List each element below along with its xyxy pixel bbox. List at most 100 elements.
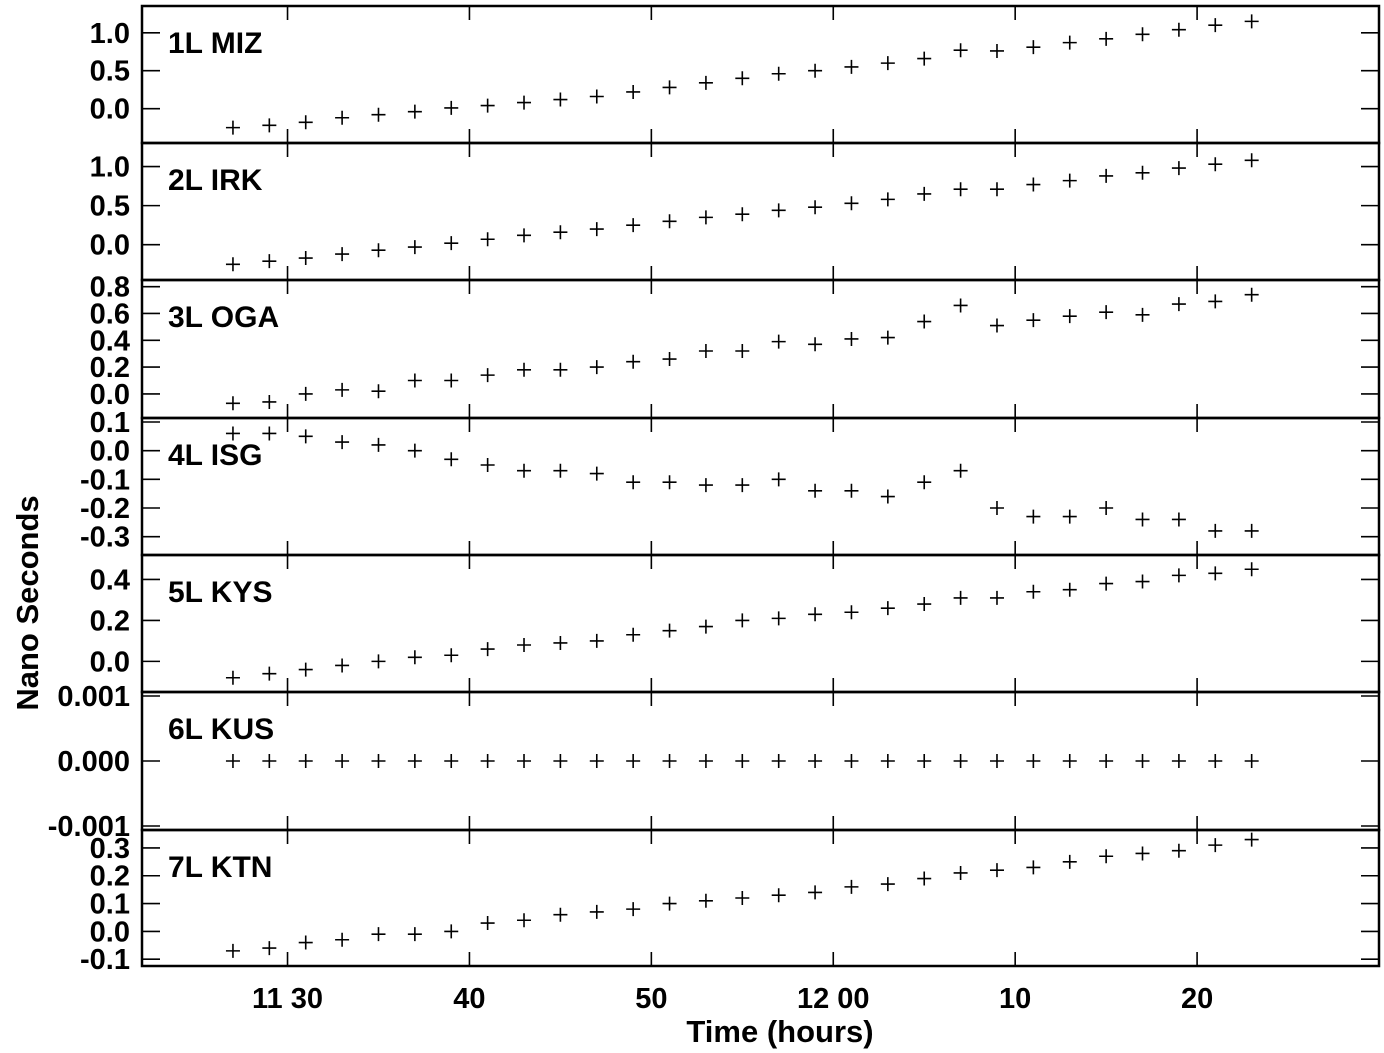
data-point bbox=[553, 92, 568, 107]
data-point bbox=[735, 754, 750, 768]
data-point bbox=[953, 298, 968, 313]
data-point bbox=[735, 207, 750, 222]
data-point bbox=[335, 382, 350, 397]
data-point bbox=[626, 475, 641, 490]
data-point bbox=[298, 429, 313, 444]
panel-2: 0.0 0.5 1.0 2L IRK bbox=[90, 141, 1381, 282]
data-point bbox=[262, 666, 277, 681]
data-point bbox=[953, 182, 968, 197]
data-point bbox=[698, 478, 713, 493]
panel-5: 0.0 0.2 0.4 5L KYS bbox=[90, 553, 1381, 694]
data-point bbox=[1099, 31, 1114, 46]
data-point bbox=[917, 51, 932, 66]
data-point bbox=[371, 243, 386, 258]
y-tick-label: -0.1 bbox=[80, 944, 130, 976]
data-point bbox=[880, 56, 895, 71]
data-point bbox=[1026, 177, 1041, 192]
x-tick-label: 11 30 bbox=[252, 983, 323, 1015]
data-point bbox=[298, 935, 313, 950]
data-point bbox=[1208, 157, 1223, 172]
x-tick-label: 50 bbox=[635, 983, 667, 1015]
panel-frame bbox=[140, 4, 1381, 145]
data-point bbox=[771, 472, 786, 487]
panel-label: 5L KYS bbox=[168, 576, 273, 609]
data-point bbox=[698, 75, 713, 90]
x-tick-label: 10 bbox=[999, 983, 1031, 1015]
data-point bbox=[844, 196, 859, 211]
data-point bbox=[953, 590, 968, 605]
panel-label: 3L OGA bbox=[168, 301, 279, 334]
data-point bbox=[917, 597, 932, 612]
data-point bbox=[298, 386, 313, 401]
y-tick-label: 0.2 bbox=[90, 352, 130, 384]
data-point bbox=[444, 924, 459, 939]
data-point bbox=[1135, 27, 1150, 42]
data-point bbox=[480, 98, 495, 113]
data-point bbox=[262, 754, 277, 768]
panel-4: -0.3-0.2-0.10.00.1 4L ISG bbox=[80, 407, 1381, 557]
data-point bbox=[662, 214, 677, 229]
data-point bbox=[1208, 294, 1223, 309]
data-point bbox=[808, 607, 823, 622]
data-point bbox=[335, 754, 350, 768]
x-axis-title: Time (hours) bbox=[686, 1014, 873, 1049]
data-point bbox=[1062, 509, 1077, 524]
data-point bbox=[1244, 562, 1259, 577]
panel-label: 4L ISG bbox=[168, 439, 262, 472]
data-point bbox=[1099, 849, 1114, 864]
y-tick-label: -0.001 bbox=[48, 811, 130, 843]
data-point bbox=[771, 611, 786, 626]
y-tick-label: 0.0 bbox=[90, 436, 130, 468]
y-tick-label: 0.2 bbox=[90, 605, 130, 637]
x-tick-label: 40 bbox=[453, 983, 485, 1015]
data-point bbox=[225, 257, 240, 272]
data-point bbox=[262, 941, 277, 956]
data-point bbox=[880, 754, 895, 768]
data-point bbox=[1099, 168, 1114, 183]
y-tick-label: -0.2 bbox=[80, 493, 130, 525]
data-point bbox=[517, 463, 532, 478]
data-point bbox=[589, 360, 604, 375]
data-point bbox=[444, 452, 459, 467]
x-tick-label: 12 00 bbox=[797, 983, 870, 1015]
data-point bbox=[735, 71, 750, 86]
data-point bbox=[1244, 523, 1259, 538]
data-point bbox=[335, 658, 350, 673]
data-point bbox=[844, 483, 859, 498]
data-point bbox=[589, 754, 604, 768]
data-point bbox=[444, 373, 459, 388]
data-point bbox=[735, 344, 750, 359]
data-point bbox=[589, 89, 604, 104]
y-tick-label: 0.6 bbox=[90, 298, 130, 330]
data-point bbox=[225, 670, 240, 685]
data-point bbox=[444, 236, 459, 251]
data-point bbox=[1171, 22, 1186, 37]
data-point bbox=[407, 443, 422, 458]
data-point bbox=[1244, 14, 1259, 29]
data-point bbox=[1135, 512, 1150, 527]
y-tick-label: 0.001 bbox=[57, 681, 130, 713]
data-point bbox=[626, 902, 641, 917]
y-tick-label: 0.1 bbox=[90, 407, 130, 439]
y-axis-title: Nano Seconds bbox=[10, 495, 45, 710]
data-point bbox=[844, 754, 859, 768]
data-point bbox=[771, 203, 786, 218]
data-point bbox=[480, 642, 495, 657]
data-point bbox=[1244, 287, 1259, 302]
data-point bbox=[989, 43, 1004, 58]
data-point bbox=[553, 463, 568, 478]
data-point bbox=[1099, 754, 1114, 768]
data-point bbox=[1208, 566, 1223, 581]
data-point bbox=[1135, 754, 1150, 768]
data-point bbox=[735, 891, 750, 905]
data-point bbox=[662, 80, 677, 95]
data-point bbox=[444, 648, 459, 663]
data-point bbox=[1135, 307, 1150, 322]
data-point bbox=[444, 754, 459, 768]
data-point bbox=[880, 601, 895, 616]
data-point bbox=[371, 754, 386, 768]
data-point bbox=[407, 240, 422, 255]
y-tick-label: 0.0 bbox=[90, 646, 130, 678]
data-point bbox=[553, 635, 568, 650]
